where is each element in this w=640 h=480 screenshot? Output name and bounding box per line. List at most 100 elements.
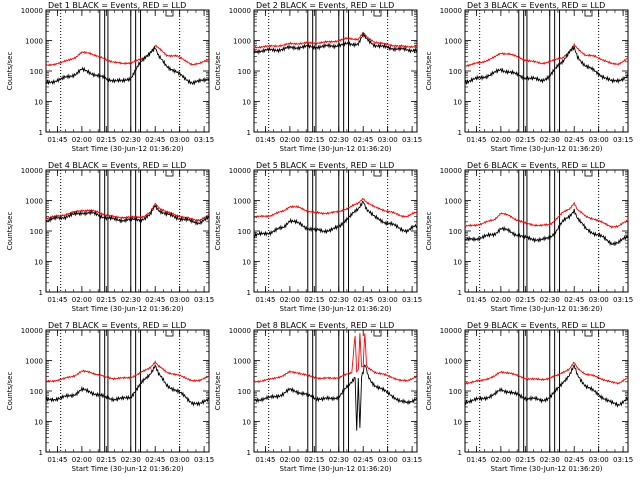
x-axis-label: Start Time (30-Jun-12 01:36:20) bbox=[280, 305, 392, 313]
y-tick-label: 10000 bbox=[440, 167, 462, 175]
y-axis-label: Counts/sec bbox=[425, 212, 433, 251]
panel-title: Det 6 BLACK = Events, RED = LLD bbox=[467, 161, 605, 170]
x-tick-label: 02:30 bbox=[540, 296, 560, 304]
lld-series-line bbox=[464, 42, 629, 68]
x-tick-label: 02:45 bbox=[564, 136, 584, 144]
x-tick-label: 02:00 bbox=[491, 456, 511, 464]
y-tick-label: 1 bbox=[39, 129, 43, 137]
plot-frame bbox=[253, 329, 418, 453]
x-axis-label: Start Time (30-Jun-12 01:36:20) bbox=[491, 465, 603, 473]
x-tick-label: 02:00 bbox=[491, 136, 511, 144]
x-tick-label: 02:00 bbox=[280, 136, 300, 144]
y-tick-label: 10 bbox=[453, 99, 462, 107]
x-tick-label: 02:30 bbox=[540, 456, 560, 464]
events-series-line bbox=[45, 364, 210, 407]
x-tick-label: 03:00 bbox=[378, 456, 398, 464]
events-series-line bbox=[464, 45, 629, 86]
y-tick-label: 100 bbox=[238, 228, 251, 236]
y-tick-label: 10000 bbox=[229, 7, 251, 15]
panel-title: Det 3 BLACK = Events, RED = LLD bbox=[467, 1, 605, 10]
corner-box bbox=[584, 169, 593, 177]
x-tick-label: 02:00 bbox=[72, 296, 92, 304]
events-series-line bbox=[253, 33, 418, 55]
y-axis-label: Counts/sec bbox=[214, 52, 222, 91]
x-tick-label: 03:15 bbox=[194, 456, 214, 464]
y-tick-label: 100 bbox=[449, 68, 462, 76]
panel-title: Det 9 BLACK = Events, RED = LLD bbox=[467, 321, 605, 330]
corner-box bbox=[165, 329, 174, 337]
y-tick-label: 1000 bbox=[233, 198, 251, 206]
x-tick-label: 02:30 bbox=[540, 136, 560, 144]
x-tick-label: 01:45 bbox=[255, 296, 275, 304]
corner-box bbox=[373, 329, 382, 337]
x-tick-label: 02:15 bbox=[96, 296, 116, 304]
x-tick-label: 03:00 bbox=[589, 296, 609, 304]
x-tick-label: 03:15 bbox=[402, 136, 422, 144]
corner-box bbox=[165, 169, 174, 177]
plot-frame bbox=[464, 169, 629, 293]
plot-frame bbox=[45, 9, 210, 133]
x-tick-label: 02:45 bbox=[564, 296, 584, 304]
x-tick-label: 03:15 bbox=[402, 296, 422, 304]
x-tick-label: 02:45 bbox=[145, 456, 165, 464]
x-tick-label: 03:00 bbox=[170, 296, 190, 304]
plot-frame bbox=[253, 169, 418, 293]
panel-title: Det 7 BLACK = Events, RED = LLD bbox=[48, 321, 186, 330]
x-tick-label: 02:00 bbox=[280, 296, 300, 304]
x-tick-label: 02:15 bbox=[304, 456, 324, 464]
x-tick-label: 02:15 bbox=[304, 296, 324, 304]
x-tick-label: 02:30 bbox=[329, 296, 349, 304]
y-tick-label: 1 bbox=[247, 289, 251, 297]
events-series-line bbox=[45, 203, 210, 226]
x-tick-label: 03:15 bbox=[194, 296, 214, 304]
x-tick-label: 02:15 bbox=[515, 136, 535, 144]
y-tick-label: 1000 bbox=[25, 358, 43, 366]
x-tick-label: 03:15 bbox=[194, 136, 214, 144]
x-tick-label: 02:30 bbox=[121, 136, 141, 144]
x-axis-label: Start Time (30-Jun-12 01:36:20) bbox=[491, 305, 603, 313]
lld-series-line bbox=[253, 197, 418, 219]
x-tick-label: 01:45 bbox=[47, 296, 67, 304]
x-tick-label: 01:45 bbox=[255, 456, 275, 464]
y-axis-label: Counts/sec bbox=[425, 372, 433, 411]
x-tick-label: 02:45 bbox=[353, 296, 373, 304]
lld-series-line bbox=[464, 361, 629, 385]
y-tick-label: 10 bbox=[242, 259, 251, 267]
events-series-line bbox=[253, 364, 418, 431]
x-tick-label: 02:15 bbox=[515, 296, 535, 304]
y-tick-label: 1 bbox=[458, 129, 462, 137]
y-tick-label: 10 bbox=[453, 419, 462, 427]
y-tick-label: 10000 bbox=[229, 327, 251, 335]
x-axis-label: Start Time (30-Jun-12 01:36:20) bbox=[280, 465, 392, 473]
x-tick-label: 02:30 bbox=[329, 456, 349, 464]
x-tick-label: 03:00 bbox=[170, 136, 190, 144]
x-tick-label: 03:00 bbox=[589, 136, 609, 144]
x-tick-label: 03:15 bbox=[613, 136, 633, 144]
y-axis-label: Counts/sec bbox=[214, 212, 222, 251]
y-tick-label: 10 bbox=[453, 259, 462, 267]
y-tick-label: 100 bbox=[30, 228, 43, 236]
y-tick-label: 1 bbox=[247, 449, 251, 457]
panel-title: Det 2 BLACK = Events, RED = LLD bbox=[256, 1, 394, 10]
y-tick-label: 1000 bbox=[444, 358, 462, 366]
lld-series-line bbox=[45, 44, 210, 67]
x-axis-label: Start Time (30-Jun-12 01:36:20) bbox=[491, 145, 603, 153]
y-tick-label: 100 bbox=[449, 388, 462, 396]
x-tick-label: 01:45 bbox=[47, 456, 67, 464]
x-tick-label: 02:45 bbox=[353, 136, 373, 144]
panel-title: Det 1 BLACK = Events, RED = LLD bbox=[48, 1, 186, 10]
y-tick-label: 1 bbox=[39, 289, 43, 297]
y-tick-label: 1000 bbox=[444, 38, 462, 46]
y-axis-label: Counts/sec bbox=[425, 52, 433, 91]
x-tick-label: 02:30 bbox=[121, 296, 141, 304]
x-tick-label: 02:00 bbox=[280, 456, 300, 464]
y-tick-label: 10000 bbox=[21, 167, 43, 175]
x-tick-label: 03:00 bbox=[589, 456, 609, 464]
x-axis-label: Start Time (30-Jun-12 01:36:20) bbox=[280, 145, 392, 153]
x-tick-label: 01:45 bbox=[466, 136, 486, 144]
x-tick-label: 02:00 bbox=[72, 136, 92, 144]
events-series-line bbox=[45, 45, 210, 86]
x-tick-label: 02:45 bbox=[353, 456, 373, 464]
events-series-line bbox=[253, 200, 418, 239]
